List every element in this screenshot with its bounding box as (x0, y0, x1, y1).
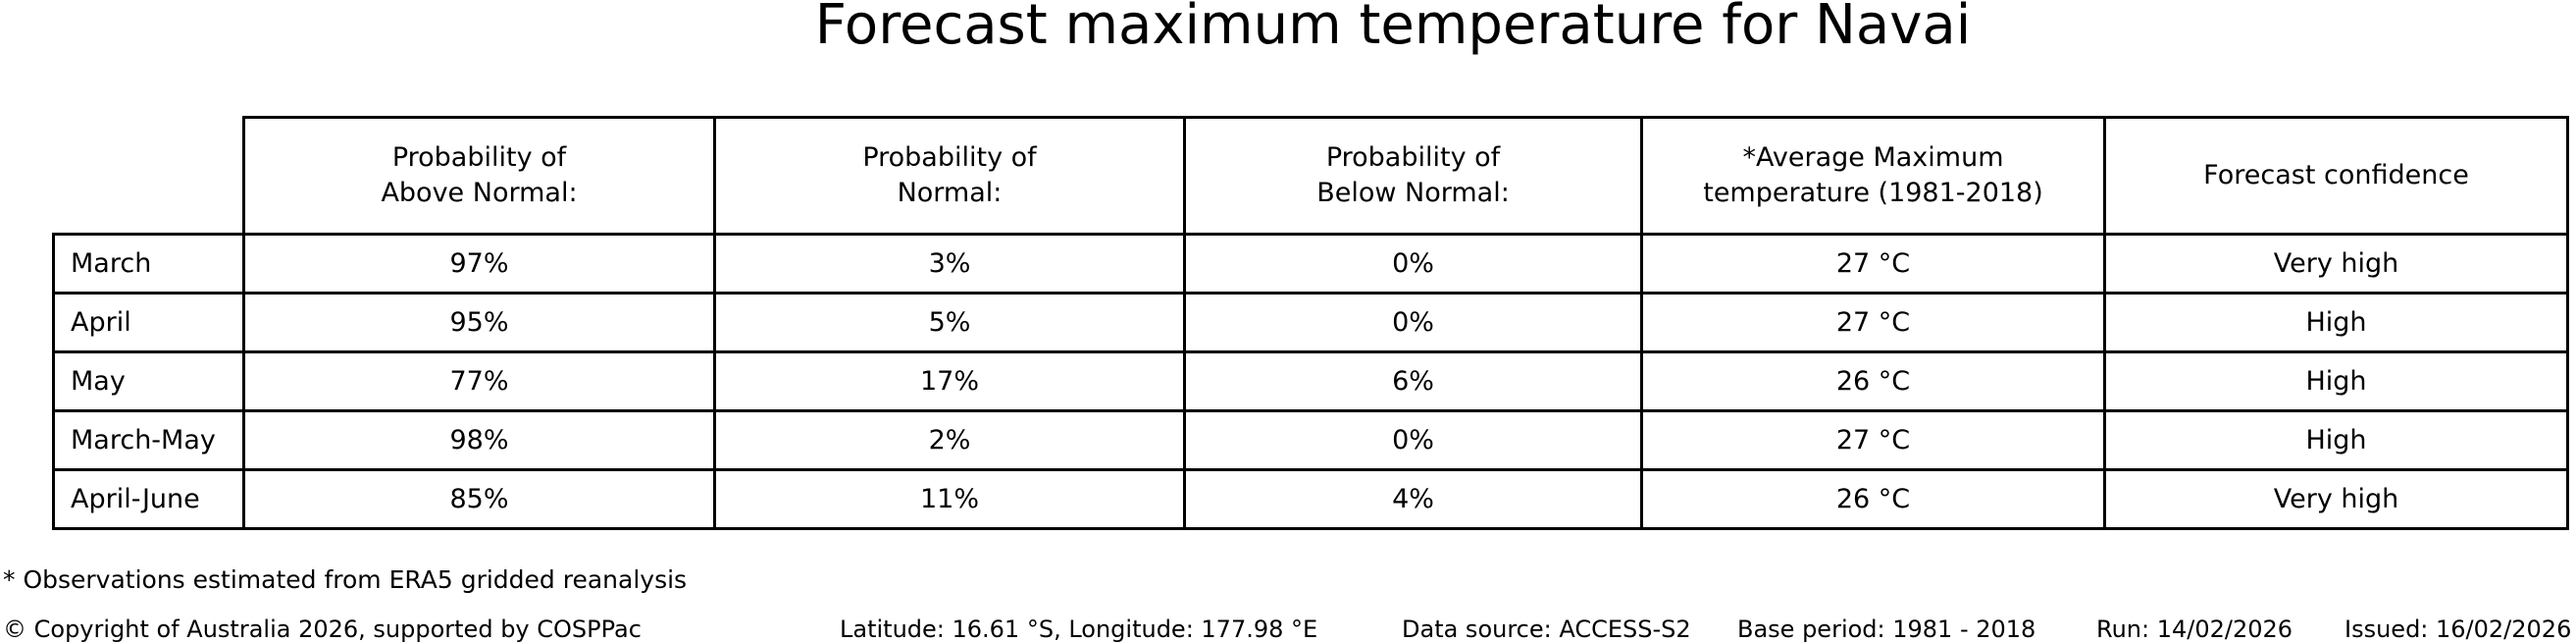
row-label: March-May (52, 409, 245, 471)
cell-normal: 2% (713, 409, 1186, 471)
table-row-march: March 97% 3% 0% 27 °C Very high (52, 233, 2569, 295)
col-header-normal: Probability of Normal: (713, 116, 1186, 236)
corner-empty-cell (54, 118, 244, 235)
copyright-text: © Copyright of Australia 2026, supported… (3, 616, 642, 643)
cell-below-normal: 0% (1183, 409, 1643, 471)
row-label: May (52, 350, 245, 412)
row-label: April (52, 292, 245, 353)
data-source-text: Data source: ACCESS-S2 (1402, 616, 1691, 643)
cell-avg-max-temp: 27 °C (1640, 292, 2106, 353)
cell-below-normal: 6% (1183, 350, 1643, 412)
cell-above-normal: 85% (242, 468, 716, 530)
row-label: March (52, 233, 245, 295)
header-row: Probability of Above Normal: Probability… (54, 116, 2569, 236)
cell-avg-max-temp: 27 °C (1640, 233, 2106, 295)
table-row-march-may: March-May 98% 2% 0% 27 °C High (52, 409, 2569, 471)
cell-below-normal: 4% (1183, 468, 1643, 530)
table-row-april-june: April-June 85% 11% 4% 26 °C Very high (52, 468, 2569, 530)
cell-avg-max-temp: 26 °C (1640, 350, 2106, 412)
observations-footnote: * Observations estimated from ERA5 gridd… (3, 565, 688, 594)
col-header-above-normal: Probability of Above Normal: (242, 116, 716, 236)
row-label: April-June (52, 468, 245, 530)
cell-confidence: Very high (2103, 233, 2569, 295)
cell-normal: 5% (713, 292, 1186, 353)
table-row-may: May 77% 17% 6% 26 °C High (52, 350, 2569, 412)
cell-normal: 17% (713, 350, 1186, 412)
cell-confidence: High (2103, 350, 2569, 412)
cell-above-normal: 95% (242, 292, 716, 353)
cell-below-normal: 0% (1183, 233, 1643, 295)
cell-avg-max-temp: 26 °C (1640, 468, 2106, 530)
cell-confidence: High (2103, 292, 2569, 353)
cell-confidence: Very high (2103, 468, 2569, 530)
cell-normal: 3% (713, 233, 1186, 295)
base-period-text: Base period: 1981 - 2018 (1737, 616, 2036, 643)
run-date-text: Run: 14/02/2026 (2096, 616, 2293, 643)
col-header-forecast-confidence: Forecast confidence (2103, 116, 2569, 236)
cell-confidence: High (2103, 409, 2569, 471)
cell-avg-max-temp: 27 °C (1640, 409, 2106, 471)
col-header-avg-max-temp: *Average Maximum temperature (1981-2018) (1640, 116, 2106, 236)
cell-above-normal: 97% (242, 233, 716, 295)
lat-long-text: Latitude: 16.61 °S, Longitude: 177.98 °E (840, 616, 1318, 643)
cell-above-normal: 98% (242, 409, 716, 471)
cell-normal: 11% (713, 468, 1186, 530)
page-title: Forecast maximum temperature for Navai (814, 0, 1972, 57)
col-header-below-normal: Probability of Below Normal: (1183, 116, 1643, 236)
cell-below-normal: 0% (1183, 292, 1643, 353)
issued-date-text: Issued: 16/02/2026 (2344, 616, 2572, 643)
forecast-table: Probability of Above Normal: Probability… (52, 116, 2569, 530)
cell-above-normal: 77% (242, 350, 716, 412)
table-row-april: April 95% 5% 0% 27 °C High (52, 292, 2569, 353)
